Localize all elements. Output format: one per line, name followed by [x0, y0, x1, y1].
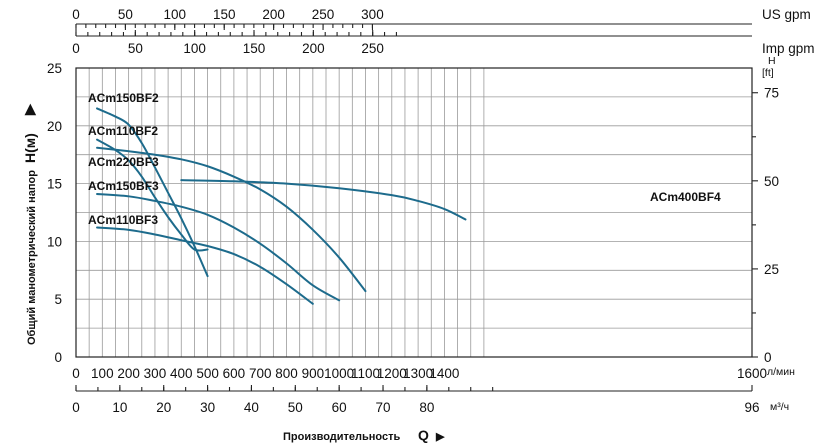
right-axis-tick-label: 0 [764, 350, 772, 365]
series-label-acm400bf4: ACm400BF4 [650, 190, 721, 204]
top-axis-1-tick-label: 250 [312, 7, 335, 22]
bottom-axis-2-unit: м³/ч [770, 401, 789, 413]
top-axis-1-tick-label: 300 [361, 7, 384, 22]
right-axis-tick-label: 75 [764, 86, 779, 101]
series-curve-acm110bf3 [96, 226, 314, 305]
series-label-acm110bf3: ACm110BF3 [88, 213, 158, 227]
bottom-axis-1-tick-label: 1200 [377, 366, 407, 381]
series-label-acm110bf2: ACm110BF2 [88, 124, 158, 138]
curves [96, 107, 467, 305]
top-axis-1-tick-label: 50 [118, 7, 133, 22]
top-axis-2-unit: Imp gpm [762, 41, 815, 56]
bottom-axis-1-unit: л/мин [767, 366, 795, 378]
top-axis-2-tick-label: 50 [128, 41, 143, 56]
bottom-axis-2-tick-label: 0 [72, 400, 80, 415]
bottom-axis-2-tick-label: 40 [244, 400, 259, 415]
y-axis-arrow-icon: ▶ [21, 103, 37, 116]
top-axis-2-tick-label: 100 [183, 41, 206, 56]
series-label-acm150bf3: ACm150BF3 [88, 179, 159, 193]
top-axis-1-unit: US gpm [762, 7, 811, 22]
top-axis-2-tick-label: 150 [243, 41, 266, 56]
series-curve-acm110bf2 [96, 138, 209, 252]
y-axis-title: Общий манометрический напор [26, 170, 38, 345]
bottom-axis-1-tick-label: 600 [223, 366, 246, 381]
bottom-axis-1-tick-label: 500 [196, 366, 219, 381]
bottom-axis-1-tick-label: 100 [91, 366, 114, 381]
top-axis-2-tick-label: 250 [361, 41, 384, 56]
y-axis-symbol: H(м) [22, 133, 38, 163]
left-axis-tick-label: 25 [47, 61, 62, 76]
series-curve-acm220bf3 [96, 146, 367, 293]
bottom-axis-2-tick-label: 60 [332, 400, 347, 415]
plot-frame [75, 67, 753, 358]
series-curve-acm150bf2 [96, 107, 209, 278]
bottom-axis-1-tick-label: 800 [275, 366, 298, 381]
left-axis-tick-label: 20 [47, 119, 62, 134]
top-axis-2-tick-label: 0 [72, 41, 80, 56]
curve-labels: ACm150BF2 ACm110BF2 ACm220BF3 ACm150BF3 ACm1… [88, 91, 721, 227]
bottom-axis-2-tick-label: 80 [419, 400, 434, 415]
bottom-axis-1-tick-label: 1000 [324, 366, 354, 381]
top-axis-1-tick-label: 150 [213, 7, 236, 22]
left-axis-tick-label: 5 [54, 292, 62, 307]
right-axis-header-bottom: [ft] [762, 67, 774, 79]
top-axis-2-tick-label: 200 [302, 41, 325, 56]
series-curve-acm400bf4 [180, 179, 467, 221]
bottom-axis-2-tick-label: 10 [112, 400, 127, 415]
right-axis-tick-label: 25 [764, 262, 779, 277]
top-axis-1-tick-label: 0 [72, 7, 80, 22]
bottom-axis-1-tick-label: 1400 [429, 366, 459, 381]
bottom-axis-2-tick-label: 96 [744, 400, 759, 415]
bottom-axis-1-tick-label: 1600 [737, 366, 767, 381]
series-label-acm220bf3: ACm220BF3 [88, 155, 159, 169]
bottom-axis-1-tick-label: 200 [117, 366, 140, 381]
bottom-axis-1-tick-label: 1100 [351, 366, 380, 381]
x-axis-symbol: Q [418, 427, 429, 443]
left-axis-tick-label: 0 [54, 350, 62, 365]
bottom-axis-2-tick-label: 30 [200, 400, 215, 415]
left-axis-tick-label: 15 [47, 177, 62, 192]
x-axis-arrow-icon: ▶ [435, 431, 445, 443]
series-curve-acm150bf3 [96, 193, 341, 302]
bottom-axis-1-tick-label: 400 [170, 366, 193, 381]
bottom-axis-2-tick-label: 20 [156, 400, 171, 415]
right-axis-header-top: H [768, 55, 776, 67]
right-axis-tick-label: 50 [764, 174, 779, 189]
series-label-acm150bf2: ACm150BF2 [88, 91, 159, 105]
x-axis-title: Производительность [283, 431, 400, 443]
bottom-axis-2-tick-label: 50 [288, 400, 303, 415]
bottom-axis-1-tick-label: 1300 [403, 366, 433, 381]
bottom-axis-2-tick-label: 70 [376, 400, 391, 415]
top-axis-1-tick-label: 200 [262, 7, 285, 22]
bottom-axis-1-tick-label: 300 [144, 366, 167, 381]
left-axis-tick-label: 10 [47, 234, 62, 249]
top-axis-1-tick-label: 100 [164, 7, 187, 22]
bottom-axis-1-tick-label: 0 [72, 366, 80, 381]
bottom-axis-1-tick-label: 900 [302, 366, 325, 381]
bottom-axis-1-tick-label: 700 [249, 366, 272, 381]
